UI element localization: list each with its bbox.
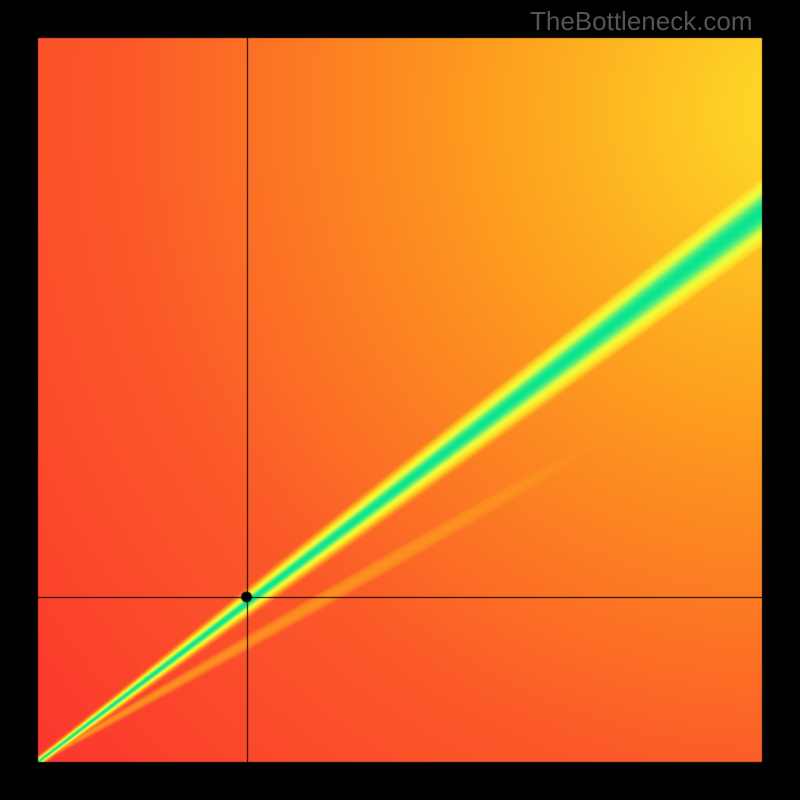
bottleneck-heatmap — [0, 0, 800, 800]
chart-container: { "figure": { "type": "heatmap", "descri… — [0, 0, 800, 800]
watermark-text: TheBottleneck.com — [530, 6, 753, 37]
